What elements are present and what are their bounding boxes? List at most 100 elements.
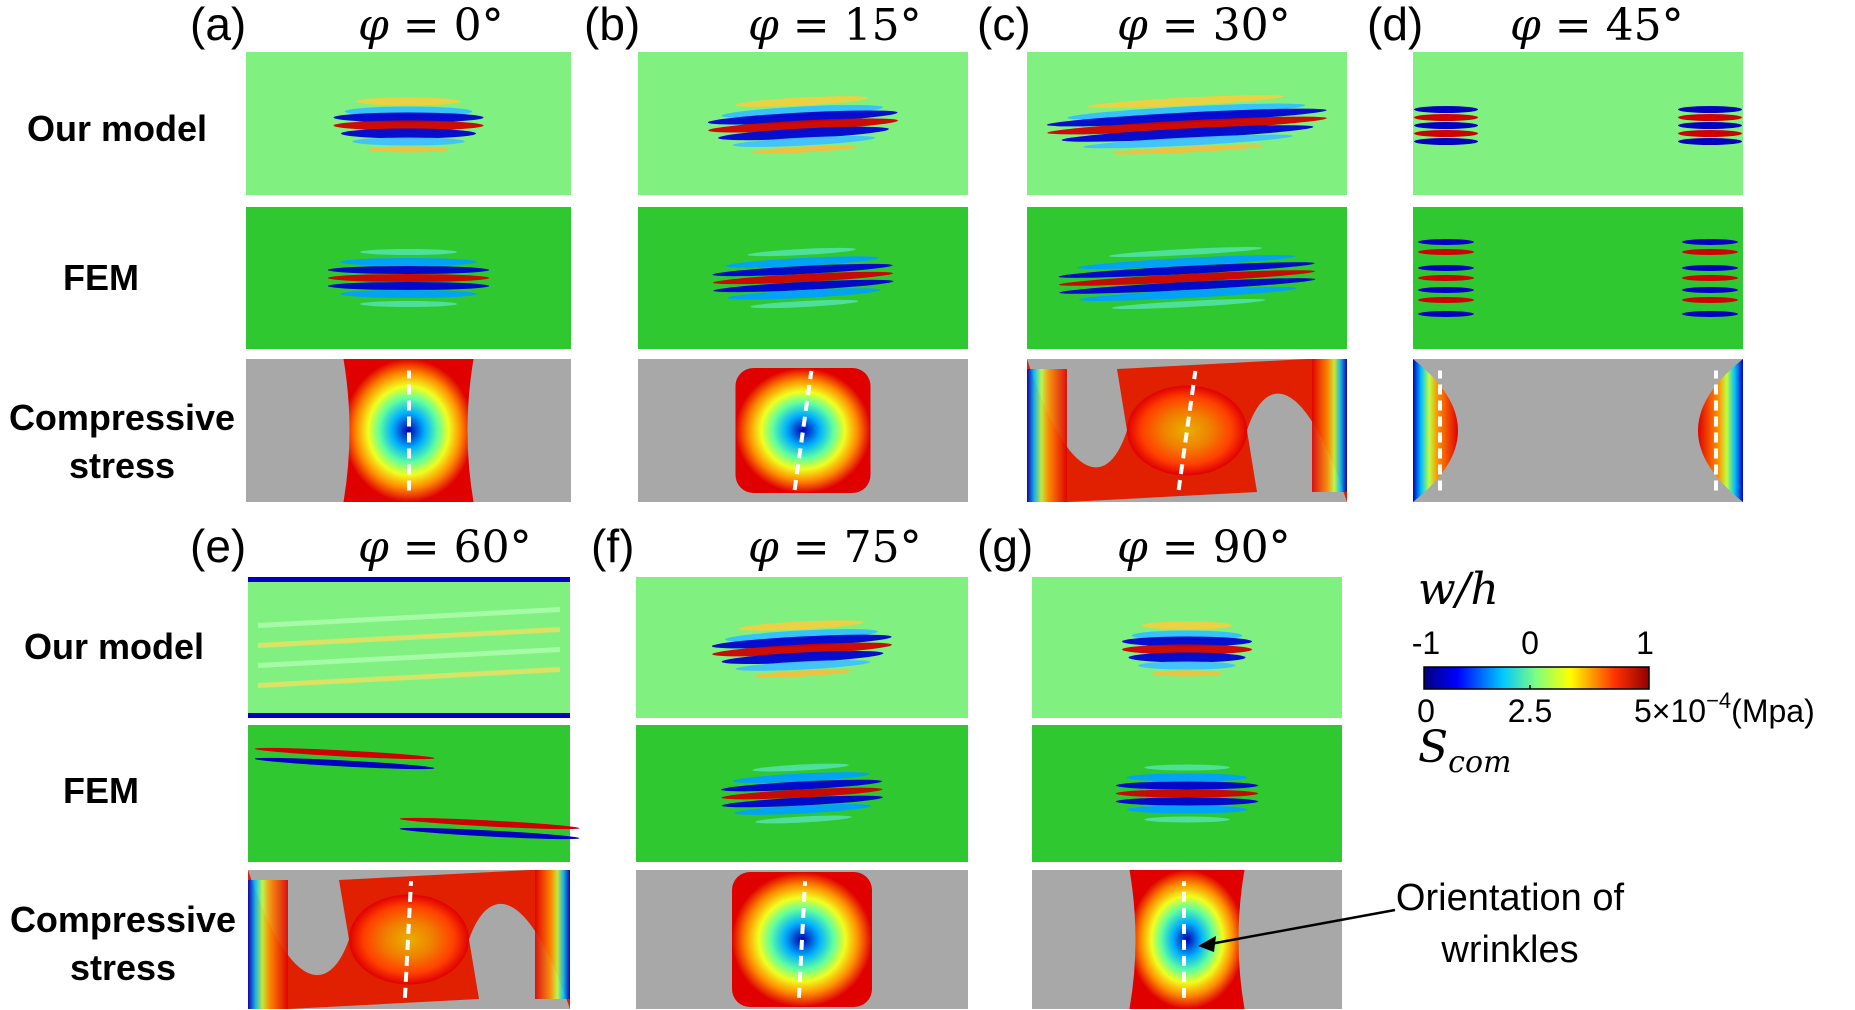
- wrinkle-orientation-dash: [796, 881, 808, 998]
- model-panel-e: [248, 577, 570, 718]
- annotation-line-2: wrinkles: [1440, 929, 1578, 971]
- model-g-wrinkle-band: [1138, 661, 1236, 670]
- fem-edge-wrinkle: [1682, 239, 1738, 245]
- model-c-wrinkle-band: [1111, 144, 1266, 155]
- angle-value: = 45°: [1541, 0, 1684, 51]
- stress-right-edge: [535, 870, 570, 999]
- row-label-stress-top-2: stress: [69, 445, 175, 486]
- fem-long-wrinkle: [399, 827, 580, 840]
- stress-region: [1129, 870, 1245, 1009]
- model-f-wrinkle-band: [711, 634, 892, 649]
- stress-region: [735, 368, 871, 493]
- stress-panel-d: [1413, 359, 1743, 502]
- fem-edge-wrinkle: [1682, 249, 1738, 255]
- annotation-arrow-line: [1209, 908, 1396, 946]
- model-c-wrinkle-band: [1047, 116, 1327, 135]
- model-edge-wrinkle: [1414, 138, 1478, 145]
- model-edge-wrinkle: [1414, 114, 1478, 121]
- model-c-wrinkle-band: [1067, 103, 1306, 120]
- phi-symbol: φ: [358, 522, 389, 573]
- model-long-wrinkle: [257, 627, 561, 648]
- fem-panel-e: [248, 725, 580, 862]
- fem-edge-wrinkle: [1418, 249, 1474, 255]
- model-b-wrinkle-band: [707, 110, 898, 125]
- fem-f-wrinkle-band: [720, 779, 883, 792]
- fem-a-wrinkle-band: [339, 290, 478, 298]
- panel-letter-c: (c): [977, 0, 1031, 50]
- model-g-wrinkle-band: [1122, 644, 1252, 655]
- colorbar-bottom-tick-3: 5×10−4(Mpa): [1634, 688, 1815, 729]
- fem-panel-d: [1413, 207, 1743, 349]
- colorbar-title-w: w/h: [1418, 564, 1499, 615]
- fem-b-wrinkle-band: [712, 271, 894, 285]
- fem-c-wrinkle-band: [1111, 298, 1266, 309]
- panel-letter-g: (g): [977, 520, 1033, 572]
- wrinkle-orientation-dash: [402, 881, 414, 998]
- model-edge-wrinkle: [1414, 130, 1478, 137]
- colorbar: w/h -1 0 1 0 2.5 5×10−4(Mpa) Scom: [1412, 564, 1815, 780]
- model-c-wrinkle-band: [1087, 95, 1284, 109]
- fem-f-wrinkle-band: [732, 772, 870, 783]
- fem-f-wrinkle-band: [721, 795, 884, 808]
- fem-g-wrinkle-band: [1126, 805, 1248, 814]
- model-f-wrinkle-band: [737, 620, 864, 631]
- model-b-wrinkle-band: [752, 145, 857, 154]
- orientation-annotation: Orientation of wrinkles: [1198, 877, 1625, 971]
- model-edge-wrinkle: [1678, 130, 1742, 137]
- stress-region: [732, 872, 872, 1007]
- fem-long-wrinkle: [399, 817, 580, 830]
- fem-b-wrinkle-group: [712, 247, 894, 309]
- fem-a-wrinkle-band: [360, 301, 457, 307]
- phi-symbol: φ: [748, 522, 779, 573]
- model-a-wrinkle-band: [356, 97, 461, 106]
- row-label-stress-bottom-1: Compressive: [10, 899, 236, 940]
- fem-edge-wrinkle: [1418, 287, 1474, 293]
- phi-symbol: φ: [1510, 0, 1541, 51]
- fem-f-wrinkle-band: [721, 787, 883, 800]
- phi-symbol: φ: [748, 0, 779, 51]
- fem-c-wrinkle-band: [1078, 287, 1297, 301]
- model-f-wrinkle-band: [753, 669, 853, 678]
- stress-panel-background: [1413, 359, 1743, 502]
- panel-letter-d: (d): [1367, 0, 1423, 50]
- fem-g-wrinkle-band: [1144, 764, 1230, 771]
- fem-c-wrinkle-band: [1077, 255, 1296, 269]
- fem-a-wrinkle-band: [339, 258, 478, 266]
- model-edge-wrinkle: [1678, 122, 1742, 129]
- angle-label-e: φ = 60°: [358, 522, 532, 573]
- model-b-wrinkle-band: [732, 136, 876, 147]
- fem-edge-wrinkle: [1418, 265, 1474, 271]
- fem-g-wrinkle-band: [1115, 797, 1259, 806]
- fem-g-wrinkle-band: [1144, 816, 1230, 823]
- colorbar-s-letter: S: [1418, 722, 1448, 773]
- fem-a-wrinkle-band: [327, 282, 490, 290]
- phi-symbol: φ: [1117, 0, 1148, 51]
- row-label-fem-bottom: FEM: [63, 770, 139, 811]
- wrinkle-orientation-dash: [1176, 370, 1198, 491]
- row-label-stress-top-1: Compressive: [9, 397, 235, 438]
- model-panel-c: [1027, 52, 1347, 195]
- angle-value: = 15°: [779, 0, 922, 51]
- model-f-wrinkle-band: [735, 660, 871, 671]
- model-edge-wrinkle: [1678, 106, 1742, 113]
- fem-a-wrinkle-group: [327, 249, 490, 307]
- model-edge-wrinkle: [1414, 122, 1478, 129]
- model-long-wrinkle: [257, 607, 561, 628]
- panel-letter-b: (b): [584, 0, 640, 50]
- fem-g-wrinkle-band: [1126, 773, 1248, 782]
- fem-edge-wrinkle: [1682, 287, 1738, 293]
- column-headers: (a) φ = 0° (b) φ = 15° (c) φ = 30° (d) φ…: [190, 0, 1684, 573]
- fem-g-wrinkle-band: [1115, 781, 1259, 790]
- model-a-wrinkle-band: [333, 120, 484, 131]
- colorbar-bottom-tick-1: 0: [1417, 693, 1435, 729]
- model-g-wrinkle-band: [1128, 652, 1246, 663]
- phi-symbol: φ: [1117, 522, 1148, 573]
- stress-right-edge: [1698, 359, 1743, 502]
- angle-label-a: φ = 0°: [358, 0, 504, 51]
- model-b-wrinkle-band: [735, 96, 869, 107]
- colorbar-bottom-tick-2: 2.5: [1508, 693, 1552, 729]
- stress-region: [343, 359, 474, 502]
- fem-panel-g: [1032, 725, 1342, 862]
- phi-symbol: φ: [358, 0, 389, 51]
